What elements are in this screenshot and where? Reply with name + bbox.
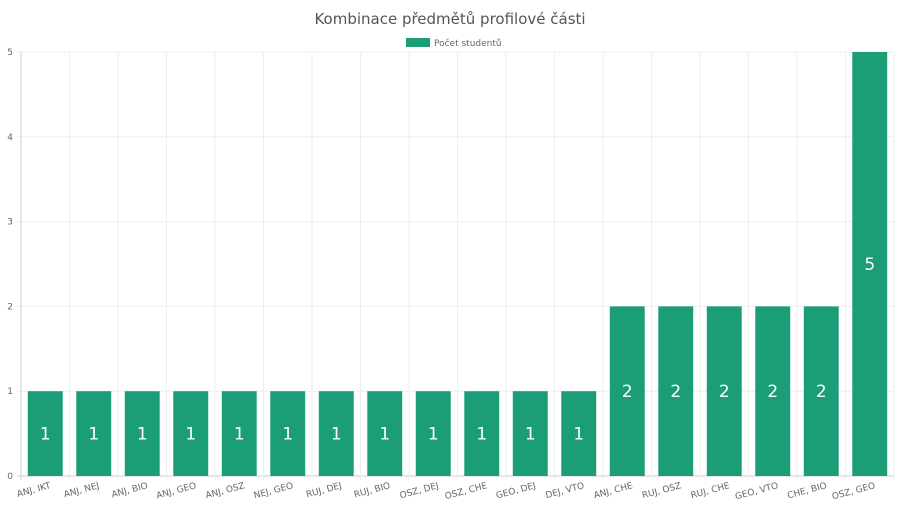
data-label: 2	[767, 382, 778, 402]
data-label: 1	[137, 425, 148, 445]
bar	[803, 306, 839, 476]
data-label: 1	[379, 425, 390, 445]
x-tick-label: DEJ, VTO	[545, 481, 586, 501]
x-tick-label: ANJ, OSZ	[205, 481, 246, 501]
data-label: 1	[428, 425, 439, 445]
bar	[706, 306, 742, 476]
x-tick-label: RUJ, BIO	[353, 481, 391, 500]
x-tick-label: ANJ, BIO	[111, 481, 150, 500]
bar	[367, 391, 403, 476]
data-label: 2	[670, 382, 681, 402]
data-label: 2	[719, 382, 730, 402]
bar	[852, 52, 888, 476]
bar	[221, 391, 257, 476]
data-label: 1	[476, 425, 487, 445]
legend-swatch	[406, 38, 430, 47]
data-label: 1	[88, 425, 99, 445]
bar	[561, 391, 597, 476]
bar	[755, 306, 791, 476]
data-label: 1	[185, 425, 196, 445]
x-tick-label: NEJ, GEO	[253, 481, 295, 501]
x-tick-label: RUJ, CHE	[690, 481, 731, 501]
chart-title: Kombinace předmětů profilové části	[314, 10, 585, 28]
data-label: 1	[234, 425, 245, 445]
x-tick-label: ANJ, IKT	[16, 481, 53, 500]
data-label: 1	[525, 425, 536, 445]
x-tick-label: GEO, VTO	[734, 481, 779, 502]
data-label: 1	[573, 425, 584, 445]
x-tick-label: OSZ, GEO	[831, 481, 877, 502]
data-label: 2	[622, 382, 633, 402]
y-tick-label: 2	[7, 302, 13, 312]
bar	[318, 391, 354, 476]
bar	[27, 391, 63, 476]
bar	[124, 391, 160, 476]
x-tick-label: ANJ, CHE	[593, 481, 635, 501]
y-tick-label: 3	[7, 218, 13, 228]
bar	[512, 391, 548, 476]
x-tick-label: OSZ, CHE	[444, 481, 489, 502]
bar	[76, 391, 112, 476]
x-tick-label: ANJ, GEO	[155, 481, 197, 501]
bar	[658, 306, 694, 476]
data-label: 5	[864, 255, 875, 275]
y-tick-label: 1	[7, 387, 13, 397]
x-tick-label: RUJ, OSZ	[641, 481, 682, 501]
y-tick-label: 5	[7, 48, 13, 58]
x-tick-label: ANJ, NEJ	[63, 481, 101, 500]
x-tick-label: CHE, BIO	[786, 481, 828, 501]
bar	[609, 306, 645, 476]
y-tick-label: 4	[7, 133, 13, 143]
data-label: 1	[40, 425, 51, 445]
x-tick-label: RUJ, DEJ	[305, 481, 343, 500]
x-tick-label: OSZ, DEJ	[399, 481, 440, 501]
x-tick-label: GEO, DEJ	[495, 481, 537, 501]
legend-label[interactable]: Počet studentů	[434, 38, 502, 49]
bar	[270, 391, 306, 476]
bar	[464, 391, 500, 476]
data-label: 1	[331, 425, 342, 445]
data-label: 2	[816, 382, 827, 402]
y-tick-label: 0	[7, 472, 13, 482]
bar	[415, 391, 451, 476]
bar	[173, 391, 209, 476]
data-label: 1	[282, 425, 293, 445]
